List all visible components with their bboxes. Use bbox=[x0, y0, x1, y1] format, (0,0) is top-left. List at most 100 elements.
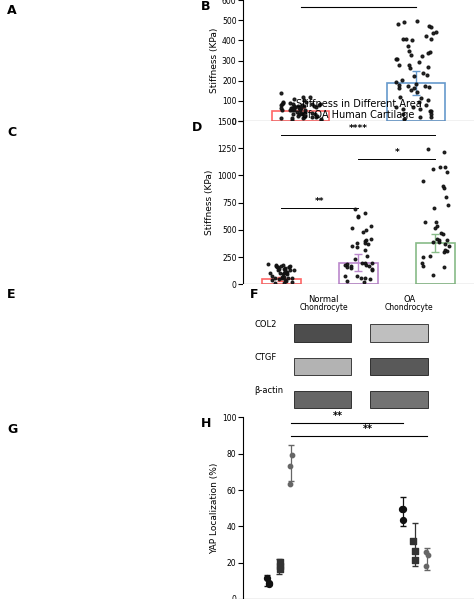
Point bbox=[428, 35, 435, 44]
Point bbox=[343, 262, 350, 271]
Text: **: ** bbox=[363, 424, 373, 434]
Point bbox=[276, 561, 284, 571]
Point bbox=[293, 107, 301, 116]
FancyBboxPatch shape bbox=[294, 391, 351, 408]
Point bbox=[392, 102, 400, 112]
Point bbox=[399, 34, 407, 43]
Text: OA: OA bbox=[403, 295, 415, 304]
Point bbox=[440, 229, 447, 238]
Point bbox=[281, 265, 289, 274]
FancyBboxPatch shape bbox=[294, 324, 351, 341]
Point bbox=[273, 262, 281, 272]
Point bbox=[421, 217, 428, 226]
Point bbox=[278, 261, 285, 270]
Point bbox=[271, 279, 278, 288]
Point bbox=[406, 63, 414, 72]
Bar bbox=[272, 111, 329, 121]
Point bbox=[285, 263, 293, 273]
Point bbox=[422, 31, 430, 41]
Point bbox=[278, 104, 285, 113]
Point bbox=[291, 95, 298, 104]
Point bbox=[425, 82, 433, 92]
Point bbox=[401, 17, 408, 26]
Point bbox=[279, 99, 286, 109]
Point bbox=[286, 98, 293, 107]
Point bbox=[426, 252, 434, 261]
Point bbox=[421, 81, 429, 91]
Point bbox=[444, 200, 452, 210]
Point bbox=[415, 98, 422, 107]
Point bbox=[279, 269, 287, 279]
Point bbox=[422, 101, 430, 110]
Point bbox=[423, 71, 430, 80]
Point bbox=[419, 261, 427, 271]
Point bbox=[438, 228, 445, 238]
Point bbox=[363, 251, 370, 261]
Point bbox=[435, 237, 442, 247]
Point bbox=[341, 261, 348, 270]
Point bbox=[359, 227, 367, 237]
Point bbox=[427, 106, 434, 116]
Point bbox=[433, 221, 440, 231]
Point bbox=[439, 181, 447, 190]
Point bbox=[395, 83, 402, 93]
Point bbox=[441, 239, 448, 249]
Point bbox=[440, 262, 447, 272]
Point bbox=[315, 101, 323, 110]
Point bbox=[344, 259, 351, 268]
Text: C: C bbox=[7, 126, 17, 139]
Point bbox=[302, 98, 310, 107]
Point bbox=[274, 265, 282, 275]
Point bbox=[431, 223, 439, 232]
Point bbox=[405, 46, 412, 56]
Point bbox=[417, 93, 425, 103]
Point bbox=[399, 104, 406, 114]
Point bbox=[301, 107, 309, 116]
Point bbox=[364, 239, 372, 249]
Point bbox=[424, 550, 431, 560]
Text: Chondrocyte: Chondrocyte bbox=[385, 303, 434, 312]
Point bbox=[354, 213, 362, 222]
Point bbox=[317, 114, 324, 124]
Point bbox=[295, 103, 302, 113]
Point bbox=[395, 60, 403, 69]
Point bbox=[408, 84, 415, 94]
Point bbox=[298, 108, 305, 118]
Bar bbox=[339, 262, 378, 285]
Point bbox=[274, 262, 282, 271]
Point bbox=[276, 557, 283, 567]
Point bbox=[283, 269, 291, 279]
Point bbox=[437, 162, 444, 172]
Text: **: ** bbox=[315, 197, 325, 206]
Point bbox=[353, 238, 361, 248]
Point bbox=[279, 97, 287, 107]
Point bbox=[287, 103, 294, 113]
Point bbox=[417, 112, 424, 122]
Point bbox=[361, 238, 369, 248]
Point bbox=[419, 68, 427, 78]
Point bbox=[313, 113, 320, 122]
Point bbox=[418, 259, 426, 268]
Point bbox=[290, 105, 297, 115]
Point bbox=[301, 95, 308, 105]
Point bbox=[317, 99, 324, 109]
Point bbox=[312, 102, 320, 112]
Point bbox=[286, 261, 293, 271]
Point bbox=[440, 247, 447, 256]
Text: Normal: Normal bbox=[309, 295, 339, 304]
Text: CTGF: CTGF bbox=[255, 353, 277, 362]
Point bbox=[361, 208, 369, 218]
Point bbox=[300, 92, 307, 102]
Point bbox=[278, 88, 285, 98]
Point bbox=[296, 110, 303, 119]
Point bbox=[285, 262, 293, 272]
Point bbox=[278, 105, 285, 114]
Point bbox=[424, 95, 432, 105]
Point bbox=[281, 275, 289, 285]
Point bbox=[281, 273, 288, 282]
Point bbox=[443, 235, 451, 244]
Point bbox=[443, 192, 450, 202]
Point bbox=[295, 109, 303, 119]
Point bbox=[289, 105, 296, 115]
Point bbox=[417, 105, 424, 114]
